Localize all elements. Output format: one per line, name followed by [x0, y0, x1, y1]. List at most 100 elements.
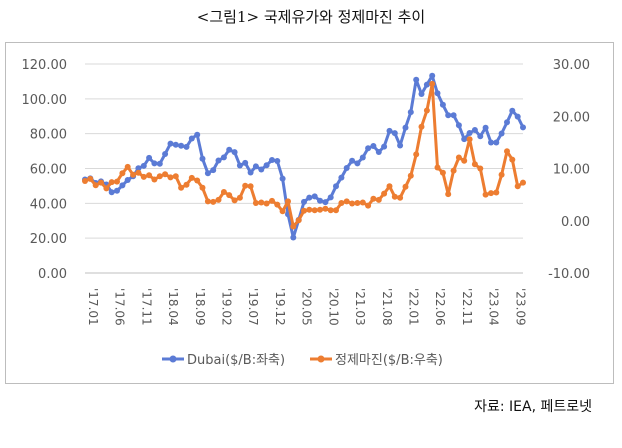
refining-margin-point	[322, 205, 329, 212]
dubai-point	[108, 189, 115, 196]
dubai-point	[445, 112, 452, 119]
dubai-point	[119, 182, 126, 189]
left-tick-label: 0.00	[38, 267, 67, 282]
dubai-point	[151, 160, 158, 167]
refining-margin-point	[349, 200, 356, 207]
refining-margin-point	[156, 173, 163, 180]
x-axis: '17.01 '17.06 '17.11 '18.04 '18.09 '19.02 '19.…	[85, 272, 527, 326]
x-tick-label: '23.09	[513, 288, 527, 326]
dubai-point	[210, 167, 217, 174]
right-tick-label: -10.00	[548, 267, 590, 282]
refining-margin-point	[188, 174, 195, 181]
dubai-point	[215, 157, 222, 164]
dubai-point	[423, 81, 430, 88]
refining-margin-point	[242, 182, 249, 189]
dubai-point	[418, 91, 425, 97]
refining-margin-point	[178, 184, 185, 191]
dubai-point	[146, 154, 153, 161]
dubai-point	[269, 157, 275, 163]
x-tick-label: '19.07	[246, 288, 260, 326]
refining-margin-point	[343, 198, 350, 205]
refining-margin-point	[279, 208, 286, 215]
refining-margin-point	[231, 197, 238, 204]
dubai-point	[258, 166, 265, 173]
x-tick-label: '17.01	[86, 288, 100, 326]
refining-margin-point	[482, 191, 489, 198]
dubai-point	[477, 133, 484, 140]
refining-margin-point	[274, 201, 281, 208]
right-axis: -10.00 0.00 10.00 20.00 30.00	[548, 58, 590, 282]
dubai-point	[140, 162, 147, 169]
refining-margin-point	[471, 161, 478, 168]
refining-margin-point	[311, 207, 318, 214]
refining-margin-point	[477, 165, 484, 172]
right-tick-label: 30.00	[553, 58, 590, 73]
refining-margin-point	[493, 189, 500, 196]
refining-margin-point	[236, 194, 243, 201]
dubai-point	[172, 141, 179, 148]
refining-margin-point	[172, 173, 179, 180]
dubai-point	[504, 119, 510, 126]
dubai-point	[317, 197, 323, 204]
refining-margin-point	[370, 195, 377, 202]
x-tick-label: '20.05	[300, 288, 314, 326]
dubai-point	[199, 155, 206, 162]
refining-margin-point	[92, 182, 99, 189]
dubai-point	[183, 143, 190, 150]
refining-margin-point	[82, 178, 88, 184]
dubai-point	[381, 143, 388, 150]
refining-margin-point	[226, 192, 233, 199]
refining-margin-point	[397, 194, 404, 201]
legend-swatch-marker	[317, 355, 325, 363]
dubai-point	[429, 72, 436, 79]
dubai-point	[236, 162, 243, 169]
dubai-point	[194, 131, 201, 138]
refining-margin-point	[439, 169, 446, 176]
refining-margin-point	[391, 193, 398, 200]
refining-margin-point	[514, 183, 521, 190]
refining-margin-point	[295, 217, 302, 224]
x-tick-label: '21.08	[380, 288, 394, 326]
refining-margin-point	[434, 164, 441, 171]
refining-margin-point	[124, 163, 131, 170]
refining-margin-point	[108, 179, 115, 186]
refining-margin-point	[338, 200, 345, 206]
dubai-point	[520, 124, 526, 131]
dubai-point	[226, 146, 233, 153]
dubai-point	[498, 130, 505, 137]
x-tick-label: '17.11	[139, 288, 153, 326]
x-tick-label: '21.03	[353, 288, 367, 326]
dubai-point	[204, 170, 211, 177]
left-axis: 0.00 20.00 40.00 60.00 80.00 100.00 120.00	[22, 58, 68, 282]
x-tick-label: '18.09	[193, 288, 207, 326]
dubai-point	[306, 194, 313, 201]
refining-margin-point	[333, 207, 339, 214]
refining-margin-point	[375, 196, 382, 203]
left-tick-label: 100.00	[22, 93, 68, 108]
dubai-point	[407, 109, 414, 116]
dubai-point	[439, 101, 446, 108]
refining-margin-point	[354, 200, 361, 206]
refining-margin-point	[301, 207, 307, 214]
x-tick-label: '22.11	[460, 288, 474, 326]
dubai-point	[375, 149, 382, 155]
x-tick-label: '18.04	[166, 288, 180, 326]
dubai-point	[466, 130, 473, 136]
x-tick-label: '20.10	[326, 288, 340, 326]
refining-margin-point	[87, 175, 94, 182]
dubai-point	[450, 112, 457, 119]
dubai-point	[188, 135, 195, 142]
dubai-point	[338, 174, 345, 181]
dubai-point	[263, 162, 270, 169]
refining-margin-point	[151, 176, 158, 183]
right-tick-label: 10.00	[553, 163, 590, 178]
refining-margin-point	[504, 148, 510, 155]
figure-title: <그림1> 국제유가와 정제마진 추이	[196, 8, 426, 26]
x-tick-label: '22.06	[433, 288, 447, 326]
refining-margin-point	[413, 151, 420, 158]
refining-margin-point	[402, 183, 409, 190]
dubai-point	[488, 139, 494, 146]
refining-margin-point	[498, 171, 505, 178]
legend-label: 정제마진($/B:우축)	[335, 353, 443, 368]
dubai-point	[413, 76, 420, 83]
